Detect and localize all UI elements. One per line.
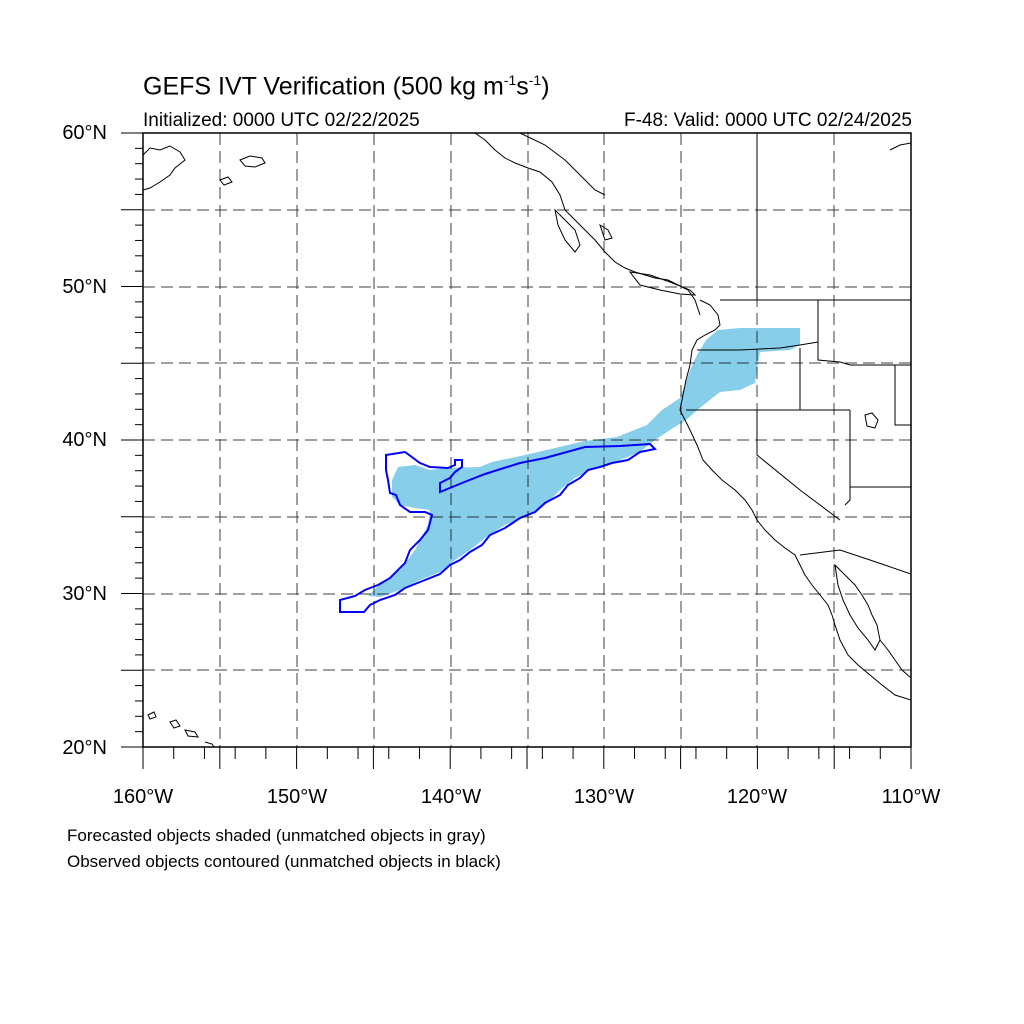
valid-time: F-48: Valid: 0000 UTC 02/24/2025 xyxy=(624,110,912,131)
lat-label-50n: 50°N xyxy=(62,276,107,298)
forecast-object-fill xyxy=(368,328,800,597)
lon-label-140w: 140°W xyxy=(420,786,482,808)
lon-label-160w: 160°W xyxy=(112,786,174,808)
legend-forecast-note: Forecasted objects shaded (unmatched obj… xyxy=(67,826,486,845)
lon-label-120w: 120°W xyxy=(726,786,788,808)
lon-label-150w: 150°W xyxy=(266,786,328,808)
legend-observed-note: Observed objects contoured (unmatched ob… xyxy=(67,852,501,871)
lat-label-60n: 60°N xyxy=(62,122,107,144)
axis-ticks xyxy=(121,132,912,769)
lat-label-30n: 30°N xyxy=(62,583,107,605)
lon-label-110w: 110°W xyxy=(881,786,941,808)
lat-label-20n: 20°N xyxy=(62,737,107,759)
lon-label-130w: 130°W xyxy=(573,786,635,808)
chart-title: GEFS IVT Verification (500 kg m-1s-1) xyxy=(143,72,550,101)
coastlines xyxy=(143,133,911,747)
initialized-time: Initialized: 0000 UTC 02/22/2025 xyxy=(143,110,420,131)
observed-object-contour xyxy=(339,442,658,613)
lat-label-40n: 40°N xyxy=(62,429,107,451)
gridlines xyxy=(143,133,911,747)
